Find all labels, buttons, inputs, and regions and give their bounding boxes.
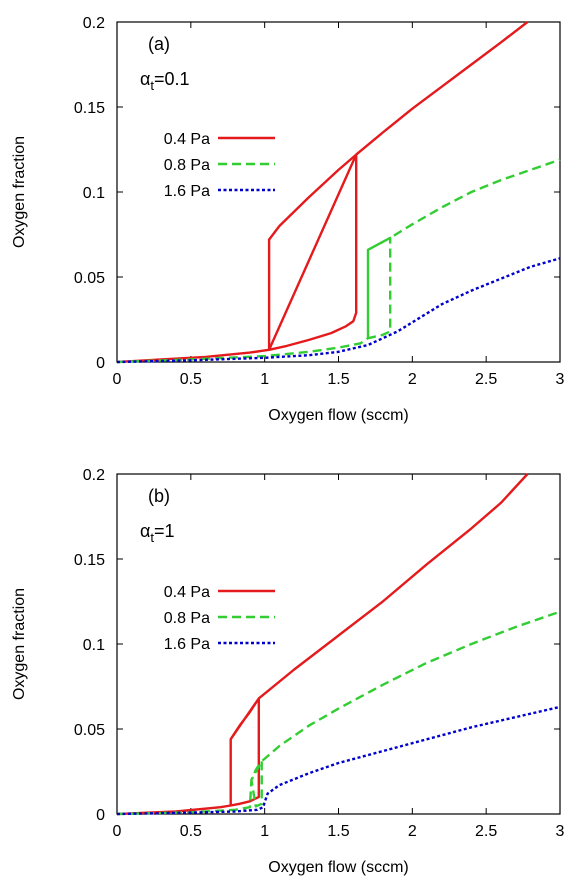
x-tick-label: 2 xyxy=(408,371,417,388)
legend-label: 1.6 Pa xyxy=(164,183,210,200)
legend-label: 0.4 Pa xyxy=(164,131,210,148)
x-tick-label: 2.5 xyxy=(475,823,497,840)
y-tick-label: 0.1 xyxy=(83,637,105,654)
x-tick-label: 1 xyxy=(260,823,269,840)
legend-label: 0.8 Pa xyxy=(164,157,210,174)
y-tick-label: 0 xyxy=(96,807,105,824)
x-tick-label: 2 xyxy=(408,823,417,840)
chart-panel-a: 0 0.5 1 1.5 2 2.5 3 0 0.05 0.1 0.15 0.2 Oxygen flow … xyxy=(11,15,565,424)
series-line-0-8-pa xyxy=(116,158,561,364)
x-tick-label: 1 xyxy=(260,371,269,388)
y-axis-label: Oxygen fraction xyxy=(11,136,28,248)
series-line-0-4-pa xyxy=(116,473,529,816)
series-line-0-8-pa xyxy=(116,610,561,816)
x-tick-label: 2.5 xyxy=(475,371,497,388)
series-line-1-6-pa xyxy=(116,257,561,364)
y-tick-label: 0.15 xyxy=(74,552,105,569)
alpha-annotation: αt=0.1 xyxy=(140,69,190,93)
y-tick-label: 0.1 xyxy=(83,185,105,202)
y-tick-label: 0.05 xyxy=(74,722,105,739)
legend-label: 0.8 Pa xyxy=(164,610,210,627)
y-tick-label: 0.05 xyxy=(74,270,105,287)
y-tick-label: 0 xyxy=(96,355,105,372)
alpha-annotation: αt=1 xyxy=(140,521,175,545)
panel-label: (b) xyxy=(148,486,170,506)
chart-panel-b: 0 0.5 1 1.5 2 2.5 3 0 0.05 0.1 0.15 0.2 Oxygen flow … xyxy=(11,467,565,876)
x-tick-label: 3 xyxy=(556,823,565,840)
x-tick-label: 1.5 xyxy=(327,823,349,840)
x-tick-label: 0.5 xyxy=(180,823,202,840)
y-axis-label: Oxygen fraction xyxy=(11,588,28,700)
x-tick-label: 1.5 xyxy=(327,371,349,388)
series-line-0-4-pa xyxy=(116,21,529,364)
y-tick-label: 0.2 xyxy=(83,467,105,484)
panel-label: (a) xyxy=(148,34,170,54)
legend-label: 0.4 Pa xyxy=(164,584,210,601)
y-tick-label: 0.15 xyxy=(74,100,105,117)
y-tick-label: 0.2 xyxy=(83,15,105,32)
x-axis-label: Oxygen flow (sccm) xyxy=(268,859,408,876)
legend-label: 1.6 Pa xyxy=(164,636,210,653)
x-tick-label: 0 xyxy=(113,371,122,388)
x-tick-label: 3 xyxy=(556,371,565,388)
x-tick-label: 0 xyxy=(113,823,122,840)
series-line-1-6-pa xyxy=(116,705,561,816)
x-axis-label: Oxygen flow (sccm) xyxy=(268,407,408,424)
x-tick-label: 0.5 xyxy=(180,371,202,388)
